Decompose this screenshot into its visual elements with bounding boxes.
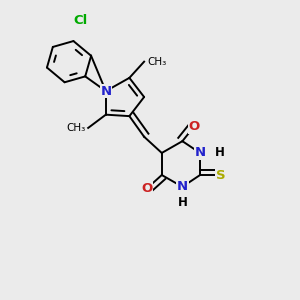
Text: N: N xyxy=(177,180,188,193)
Text: N: N xyxy=(194,146,206,159)
Text: H: H xyxy=(178,196,187,209)
Text: O: O xyxy=(188,120,200,133)
Text: S: S xyxy=(216,169,226,182)
Text: CH₃: CH₃ xyxy=(66,123,85,133)
Text: H: H xyxy=(215,146,225,159)
Text: N: N xyxy=(100,85,111,98)
Text: CH₃: CH₃ xyxy=(147,57,166,67)
Text: O: O xyxy=(141,182,153,195)
Text: Cl: Cl xyxy=(74,14,88,27)
